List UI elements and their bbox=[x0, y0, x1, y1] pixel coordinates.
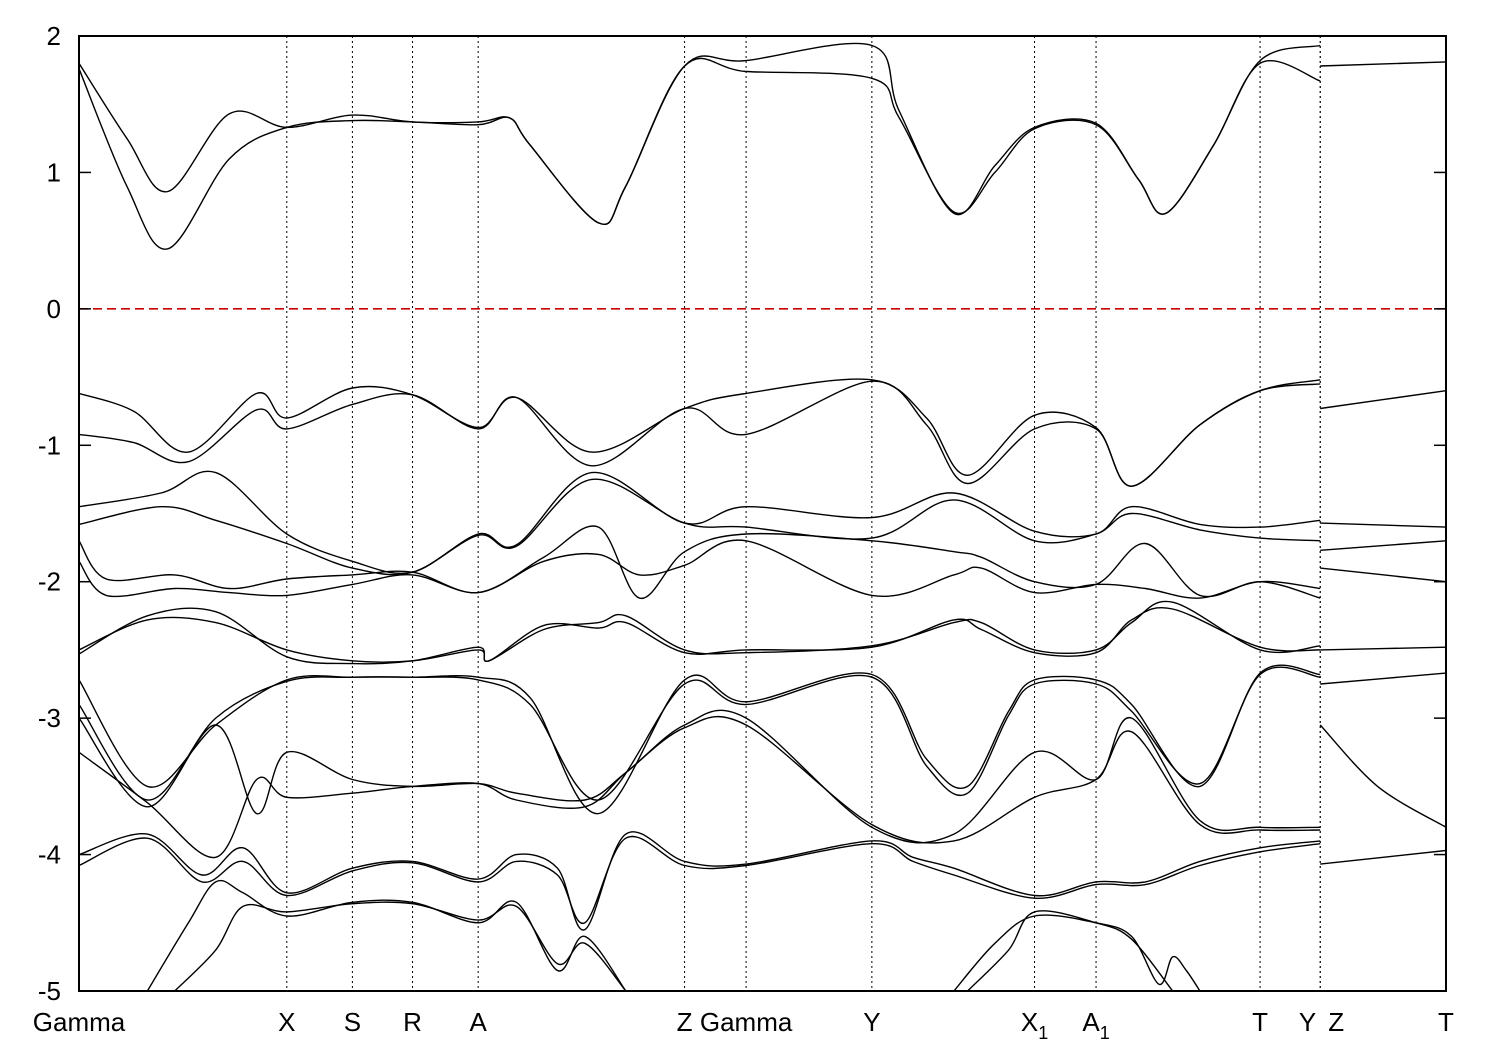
y-tick-label: -4 bbox=[38, 840, 61, 870]
band-line-25 bbox=[146, 879, 627, 991]
band-line-3 bbox=[79, 378, 1321, 487]
x-tick-label: X1 bbox=[1021, 1007, 1048, 1043]
band-line-9 bbox=[1320, 540, 1446, 551]
band-line-7 bbox=[79, 478, 1321, 576]
band-line-13 bbox=[79, 600, 1321, 663]
x-tick-label: S bbox=[344, 1007, 361, 1037]
band-line-15 bbox=[1320, 646, 1446, 651]
x-tick-label: Gamma bbox=[700, 1007, 793, 1037]
band-line-8 bbox=[1320, 522, 1446, 528]
x-tick-label: Y bbox=[863, 1007, 880, 1037]
y-tick-label: 0 bbox=[47, 294, 61, 324]
band-line-22 bbox=[79, 831, 1321, 931]
y-tick-label: -5 bbox=[38, 976, 61, 1006]
band-line-4 bbox=[79, 380, 1321, 487]
y-tick-label: -3 bbox=[38, 703, 61, 733]
band-line-20 bbox=[79, 716, 1321, 859]
y-tick-label: 1 bbox=[47, 157, 61, 187]
x-tick-label: R bbox=[403, 1007, 422, 1037]
x-tick-label: A1 bbox=[1082, 1007, 1109, 1043]
band-line-28 bbox=[967, 910, 1174, 991]
y-tick-label: -2 bbox=[38, 567, 61, 597]
x-tick-label: Y bbox=[1299, 1007, 1316, 1037]
band-line-23 bbox=[79, 835, 1321, 924]
band-line-12 bbox=[1320, 567, 1446, 583]
x-tick-label: Gamma bbox=[33, 1007, 126, 1037]
x-axis-ticks: Gamma X S R A Z Gamma Y X1 A1 T Y Z T bbox=[33, 1007, 1454, 1043]
x-tick-label: T bbox=[1438, 1007, 1454, 1037]
x-tick-subscript: 1 bbox=[1100, 1023, 1110, 1043]
band-line-11 bbox=[79, 539, 1321, 599]
kpoint-gridlines bbox=[286, 36, 1321, 991]
y-tick-label: 2 bbox=[47, 21, 61, 51]
band-line-19 bbox=[79, 709, 1321, 844]
band-line-5 bbox=[1320, 390, 1446, 410]
x-tick-label: X bbox=[278, 1007, 295, 1037]
band-line-2 bbox=[1320, 61, 1446, 67]
band-line-27 bbox=[953, 914, 1201, 991]
x-tick-subscript: 1 bbox=[1038, 1023, 1048, 1043]
band-line-14 bbox=[79, 607, 1321, 665]
y-tick-label: -1 bbox=[38, 430, 61, 460]
y-axis-ticks: -5 -4 -3 -2 -1 0 1 2 bbox=[38, 21, 1446, 1006]
band-line-24 bbox=[1320, 849, 1446, 865]
band-line-10 bbox=[79, 525, 1321, 599]
band-line-16 bbox=[79, 664, 1321, 815]
band-lines bbox=[79, 42, 1446, 991]
band-line-17 bbox=[79, 666, 1321, 801]
x-tick-label: Z bbox=[677, 1007, 693, 1037]
band-line-18 bbox=[1320, 672, 1446, 685]
x-tick-label: T bbox=[1252, 1007, 1268, 1037]
x-tick-label: A bbox=[469, 1007, 487, 1037]
band-line-6 bbox=[79, 470, 1321, 574]
band-line-21 bbox=[1319, 724, 1446, 828]
band-line-26 bbox=[174, 901, 627, 991]
band-line-1 bbox=[79, 42, 1321, 250]
plot-frame bbox=[78, 35, 1447, 992]
x-tick-label: Z bbox=[1328, 1007, 1344, 1037]
